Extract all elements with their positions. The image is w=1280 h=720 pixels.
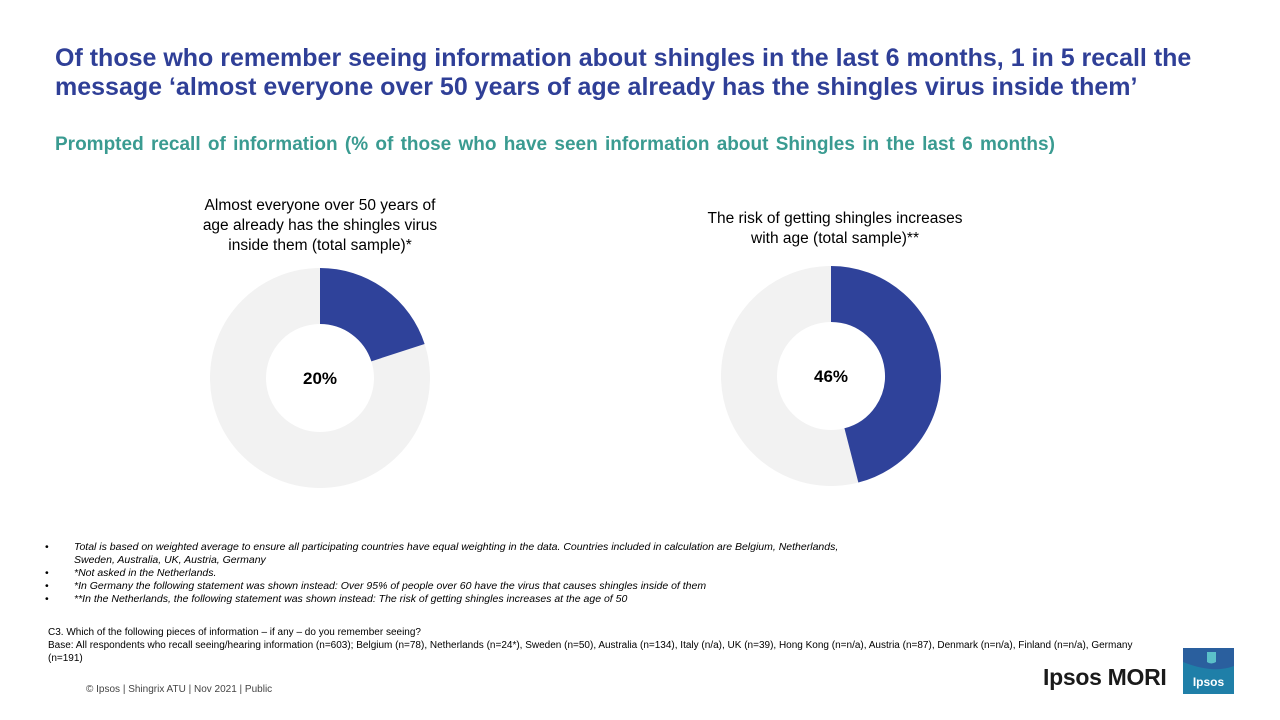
logo-text: Ipsos: [1192, 675, 1225, 689]
footnote-item: • *In Germany the following statement was…: [45, 580, 707, 592]
chart-1-title: Almost everyone over 50 years of age alr…: [202, 197, 438, 254]
chart-2-title: The risk of getting shingles increases w…: [707, 210, 963, 247]
donut-chart-2: 46%: [721, 266, 941, 486]
donut-chart-1: 20%: [210, 268, 430, 488]
donut-1-value-slice: [318, 268, 425, 363]
footnotes: • Total is based on weighted average to e…: [45, 541, 865, 606]
question-and-base: C3. Which of the following pieces of inf…: [48, 626, 1158, 665]
question-text: C3. Which of the following pieces of inf…: [48, 627, 421, 638]
base-text: Base: All respondents who recall seeing/…: [48, 640, 1133, 664]
donut-1-value-label: 20%: [303, 369, 337, 388]
donut-2-value-label: 46%: [814, 367, 848, 386]
donut-2-value-slice: [829, 266, 941, 483]
footer-text: © Ipsos | Shingrix ATU | Nov 2021 | Publ…: [86, 684, 273, 695]
page-subtitle: Prompted recall of information (% of tho…: [55, 134, 1055, 155]
page-title: Of those who remember seeing information…: [55, 44, 1192, 101]
footnote-item: • Total is based on weighted average to e…: [45, 541, 839, 566]
logo-graphic: [1183, 648, 1234, 694]
ipsos-logo: Ipsos: [1183, 648, 1234, 694]
footnote-item: • **In the Netherlands, the following sta…: [45, 593, 628, 605]
footnote-item: • *Not asked in the Netherlands.: [45, 567, 217, 579]
brand-wordmark: Ipsos MORI: [1043, 664, 1167, 690]
